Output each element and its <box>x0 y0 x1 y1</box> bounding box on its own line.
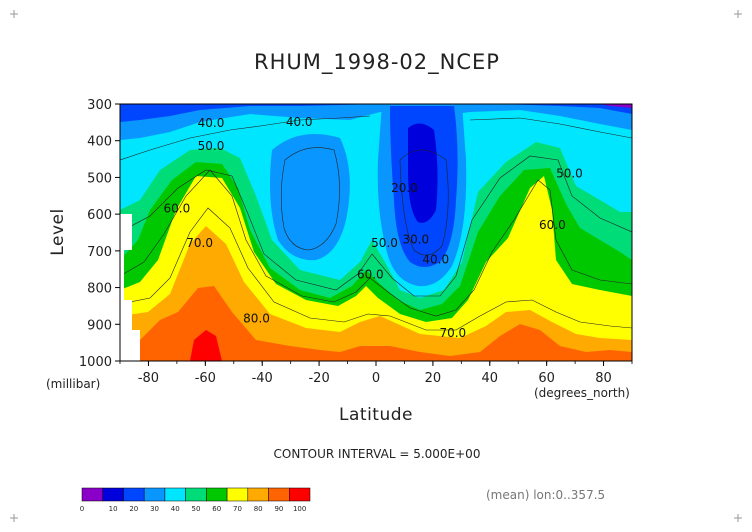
band-80 <box>120 226 632 361</box>
band-90 <box>140 286 632 361</box>
contour-label: 80.0 <box>243 311 270 325</box>
colorbar-tick-label: 60 <box>212 505 221 513</box>
y-unit-label: (millibar) <box>46 377 100 391</box>
colorbar-swatch <box>123 487 145 502</box>
y-tick-label: 400 <box>87 135 112 150</box>
chart-title: RHUM_1998-02_NCEP <box>254 50 500 75</box>
y-tick-label: 600 <box>87 208 112 223</box>
contour-label: 60.0 <box>164 201 191 215</box>
contour-label: 70.0 <box>439 326 466 340</box>
y-tick-label: 700 <box>87 245 112 260</box>
colorbar-swatch <box>185 487 207 502</box>
x-tick-label: 40 <box>482 371 499 386</box>
x-tick-label: -80 <box>138 371 159 386</box>
colorbar-tick-label: 0 <box>80 505 84 513</box>
contour-label: 60.0 <box>357 267 384 281</box>
x-unit-label: (degrees_north) <box>534 386 630 400</box>
colorbar-tick-label: 20 <box>129 505 138 513</box>
colorbar-tick-label: 80 <box>254 505 263 513</box>
x-tick-label: 0 <box>372 371 380 386</box>
x-tick-label: -40 <box>252 371 273 386</box>
x-tick-label: 80 <box>595 371 612 386</box>
contour-labels: 40.0 40.0 50.0 60.0 70.0 80.0 20.0 30.0 40.0 50.0… <box>164 115 583 340</box>
contour-label: 30.0 <box>402 233 429 247</box>
footer-note: (mean) lon:0..357.5 <box>486 488 605 502</box>
colorbar-tick-label: 30 <box>150 505 159 513</box>
contour-label: 40.0 <box>198 116 225 130</box>
contour-label: 50.0 <box>556 166 583 180</box>
missing-data-mask <box>120 214 140 361</box>
x-axis-label: Latitude <box>339 405 413 425</box>
y-tick-label: 800 <box>87 282 112 297</box>
colorbar-swatch <box>226 487 249 502</box>
y-axis-label: Level <box>48 208 68 255</box>
x-tick-label: 20 <box>425 371 442 386</box>
colorbar-swatch <box>206 487 228 502</box>
y-tick-label: 500 <box>87 171 112 186</box>
colorbar-swatch <box>81 487 103 502</box>
contour-interval-text: CONTOUR INTERVAL = 5.000E+00 <box>274 447 481 461</box>
corner-marks <box>10 10 742 522</box>
band-30-left-pocket <box>270 134 350 261</box>
band-100 <box>190 330 222 361</box>
contour-label: 50.0 <box>198 139 225 153</box>
contour-fill-field <box>120 104 632 361</box>
contour-lines <box>120 115 632 331</box>
colorbar-swatch <box>102 487 124 502</box>
y-axis-ticks: 300 400 500 600 700 800 900 1000 <box>79 98 120 370</box>
band-30-left-top <box>120 104 632 140</box>
x-tick-label: 60 <box>538 371 555 386</box>
colorbar-tick-label: 40 <box>171 505 180 513</box>
contour-label: 40.0 <box>422 253 449 267</box>
band-10-column <box>408 123 438 223</box>
colorbar-swatch <box>268 487 290 502</box>
contour-label: 20.0 <box>391 181 418 195</box>
colorbar-tick-label: 90 <box>274 505 283 513</box>
colorbar-tick-label: 100 <box>293 505 306 513</box>
contour-label: 40.0 <box>286 115 313 129</box>
contour-label: 70.0 <box>186 236 213 250</box>
colorbar-tick-label: 50 <box>192 505 201 513</box>
colorbar: 0 10 20 30 40 50 60 70 80 90 100 <box>80 487 311 513</box>
x-tick-label: -20 <box>308 371 329 386</box>
colorbar-tick-label: 70 <box>233 505 242 513</box>
colorbar-swatch <box>247 487 269 502</box>
band-20-top <box>120 104 632 122</box>
contour-label: 50.0 <box>371 236 398 250</box>
colorbar-swatch <box>289 487 311 502</box>
colorbar-tick-label: 10 <box>109 505 118 513</box>
y-tick-label: 900 <box>87 318 112 333</box>
x-axis-ticks: -80 -60 -40 -20 0 20 40 60 80 <box>119 361 633 386</box>
contour-label: 60.0 <box>539 218 566 232</box>
x-tick-label: -60 <box>195 371 216 386</box>
y-tick-label: 300 <box>87 98 112 113</box>
band-10-topright <box>600 104 632 108</box>
colorbar-swatch <box>164 487 186 502</box>
y-tick-label: 1000 <box>79 355 112 370</box>
colorbar-swatch <box>143 487 166 502</box>
